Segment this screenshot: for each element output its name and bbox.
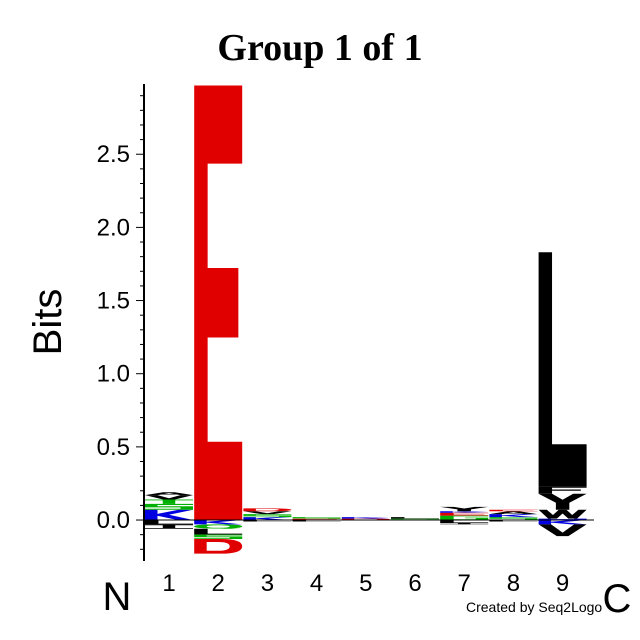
- x-tick-label: 9: [556, 570, 569, 597]
- x-tick-label: 1: [162, 570, 175, 597]
- logo-stack: [489, 509, 538, 522]
- c-terminal-label: C: [603, 577, 632, 621]
- logo-stack: [292, 517, 341, 522]
- n-terminal-label: N: [103, 575, 132, 619]
- logo-letter-k: [489, 514, 538, 518]
- x-tick-label: 3: [261, 570, 274, 597]
- logo-letter-v: [538, 524, 587, 537]
- y-tick-label: 2.0: [97, 214, 130, 241]
- logo-letter-i: [145, 524, 193, 529]
- x-tick-labels: 1 2 3 4 5 6 7 8 9: [162, 570, 569, 597]
- y-tick-label: 1.0: [97, 361, 130, 388]
- logo-letter-v: [243, 511, 292, 515]
- logo-letter-l: [538, 252, 587, 487]
- logo-letter-q: [194, 524, 243, 529]
- logo-letter-g: [440, 515, 489, 521]
- logo-letter-d: [194, 539, 243, 554]
- logo-letter-k: [194, 520, 243, 525]
- y-tick-marks: [136, 95, 144, 550]
- logo-stack: [194, 85, 243, 554]
- logo-letter-s: [489, 517, 538, 521]
- y-tick-labels: 0.0 0.5 1.0 1.5 2.0 2.5: [97, 141, 130, 534]
- logo-letter-l: [194, 528, 243, 535]
- x-tick-label: 5: [359, 570, 372, 597]
- logo-letter-l: [440, 520, 489, 523]
- x-tick-label: 7: [458, 570, 471, 597]
- logo-letter-f: [538, 486, 587, 494]
- y-axis-label: Bits: [26, 289, 70, 356]
- logo-letter-s: [194, 534, 243, 540]
- logo-letter-k: [243, 517, 292, 521]
- y-tick-label: 0.0: [97, 507, 130, 534]
- x-tick-label: 2: [212, 570, 225, 597]
- logo-letter-d: [243, 508, 292, 512]
- logo-letter-s: [145, 503, 193, 510]
- logo-letter-l: [391, 517, 439, 519]
- logo-stacks: [145, 85, 587, 554]
- y-tick-label: 1.5: [97, 288, 130, 315]
- x-tick-label: 4: [310, 570, 323, 597]
- logo-letter-l: [145, 520, 193, 525]
- logo-letter-v: [145, 495, 193, 500]
- logo-stack: [538, 252, 587, 537]
- logo-letter-y: [538, 493, 587, 510]
- logo-letter-e: [489, 509, 538, 512]
- logo-letter-i: [440, 522, 489, 525]
- logo-letter-s: [243, 514, 292, 518]
- logo-stack: [440, 506, 489, 525]
- credit-label: Created by Seq2Logo: [466, 599, 602, 615]
- logo-letter-a: [145, 492, 193, 496]
- x-tick-label: 6: [408, 570, 421, 597]
- logo-letter-e: [440, 512, 489, 516]
- chart-title: Group 1 of 1: [217, 27, 422, 69]
- logo-letter-k: [538, 520, 587, 525]
- logo-letter-t: [145, 499, 193, 504]
- y-tick-label: 2.5: [97, 141, 130, 168]
- y-tick-label: 0.5: [97, 434, 130, 461]
- x-tick-label: 8: [507, 570, 520, 597]
- logo-letter-k: [440, 511, 489, 513]
- logo-stack: [145, 492, 193, 529]
- logo-letter-a: [489, 511, 538, 515]
- logo-letter-k: [341, 517, 390, 519]
- logo-letter-e: [194, 85, 243, 521]
- logo-letter-k: [145, 509, 193, 521]
- logo-letter-y: [440, 506, 489, 512]
- logo-letter-s: [292, 517, 341, 519]
- logo-letter-w: [538, 509, 587, 519]
